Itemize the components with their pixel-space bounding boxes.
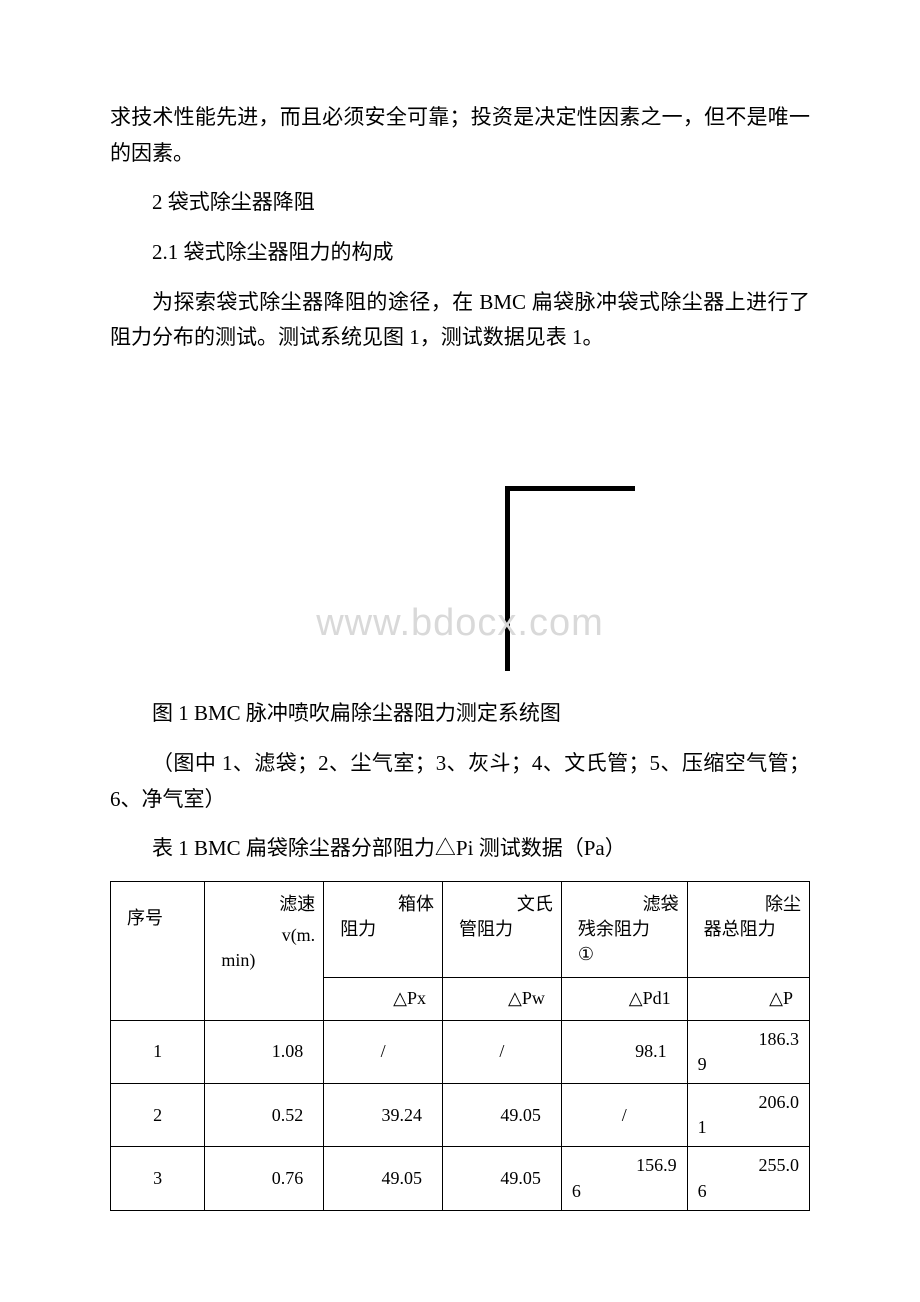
cell-wen: 49.05 <box>443 1084 562 1147</box>
table-row: 3 0.76 49.05 49.05 156.9 6 255.0 6 <box>111 1147 810 1210</box>
cell-box: / <box>324 1020 443 1083</box>
cell-total-top: 186.3 <box>694 1027 803 1052</box>
cell-total: 206.0 1 <box>687 1084 809 1147</box>
cell-total-bot: 1 <box>694 1115 803 1140</box>
header-wen-line1: 文氏 <box>453 892 553 917</box>
cell-total-top: 255.0 <box>694 1153 803 1178</box>
cell-box: 39.24 <box>324 1084 443 1147</box>
cell-speed: 0.52 <box>205 1084 324 1147</box>
header-speed-line1: 滤速 <box>215 892 315 917</box>
cell-total: 255.0 6 <box>687 1147 809 1210</box>
header-box-line1: 箱体 <box>334 892 434 917</box>
header-bag-line3: ① <box>572 942 679 967</box>
section-heading: 2 袋式除尘器降阻 <box>110 185 810 221</box>
header-total-line2: 器总阻力 <box>698 917 801 942</box>
cell-wen: / <box>443 1020 562 1083</box>
header-box: 箱体 阻力 <box>324 881 443 978</box>
cell-wen: 49.05 <box>443 1147 562 1210</box>
subheader-dpw: △Pw <box>443 978 562 1020</box>
paragraph-continuation: 求技术性能先进，而且必须安全可靠；投资是决定性因素之一，但不是唯一的因素。 <box>110 100 810 171</box>
subheader-dpd1: △Pd1 <box>561 978 687 1020</box>
subsection-heading: 2.1 袋式除尘器阻力的构成 <box>110 235 810 271</box>
header-box-line2: 阻力 <box>334 917 434 942</box>
header-speed-line3: min) <box>215 948 315 973</box>
cell-bag: 98.1 <box>561 1020 687 1083</box>
cell-bag-top: 156.9 <box>568 1153 681 1178</box>
cell-total-bot: 6 <box>694 1179 803 1204</box>
cell-bag: 156.9 6 <box>561 1147 687 1210</box>
cell-seq: 3 <box>111 1147 205 1210</box>
data-table: 序号 滤速 v(m. min) 箱体 阻力 文氏 管阻力 滤袋 残余阻力 ① 除… <box>110 881 810 1211</box>
cell-total-bot: 9 <box>694 1052 803 1077</box>
cell-seq: 2 <box>111 1084 205 1147</box>
table-row: 2 0.52 39.24 49.05 / 206.0 1 <box>111 1084 810 1147</box>
header-bag-line2: 残余阻力 <box>572 917 679 942</box>
cell-speed: 0.76 <box>205 1147 324 1210</box>
header-wen: 文氏 管阻力 <box>443 881 562 978</box>
table-title: 表 1 BMC 扁袋除尘器分部阻力△Pi 测试数据（Pa） <box>110 831 810 867</box>
cell-box: 49.05 <box>324 1147 443 1210</box>
figure-stroke-horizontal <box>505 486 635 491</box>
paragraph-body: 为探索袋式除尘器降阻的途径，在 BMC 扁袋脉冲袋式除尘器上进行了阻力分布的测试… <box>110 285 810 356</box>
cell-seq: 1 <box>111 1020 205 1083</box>
cell-total: 186.3 9 <box>687 1020 809 1083</box>
header-bag-line1: 滤袋 <box>572 892 679 917</box>
cell-total-top: 206.0 <box>694 1090 803 1115</box>
header-total-line1: 除尘 <box>698 892 801 917</box>
cell-bag-bot: 6 <box>568 1179 681 1204</box>
figure-placeholder: www.bdocx.com <box>110 370 810 690</box>
watermark-text: www.bdocx.com <box>316 602 604 645</box>
cell-speed: 1.08 <box>205 1020 324 1083</box>
header-speed: 滤速 v(m. min) <box>205 881 324 1020</box>
subheader-dp: △P <box>687 978 809 1020</box>
header-bag: 滤袋 残余阻力 ① <box>561 881 687 978</box>
header-speed-line2: v(m. <box>215 923 315 948</box>
figure-legend: （图中 1、滤袋；2、尘气室；3、灰斗；4、文氏管；5、压缩空气管；6、净气室） <box>110 746 810 817</box>
header-wen-line2: 管阻力 <box>453 917 553 942</box>
figure-caption: 图 1 BMC 脉冲喷吹扁除尘器阻力测定系统图 <box>110 696 810 732</box>
table-row: 1 1.08 / / 98.1 186.3 9 <box>111 1020 810 1083</box>
header-total: 除尘 器总阻力 <box>687 881 809 978</box>
header-seq: 序号 <box>111 881 205 1020</box>
subheader-dpx: △Px <box>324 978 443 1020</box>
table-header-row: 序号 滤速 v(m. min) 箱体 阻力 文氏 管阻力 滤袋 残余阻力 ① 除… <box>111 881 810 978</box>
cell-bag: / <box>561 1084 687 1147</box>
